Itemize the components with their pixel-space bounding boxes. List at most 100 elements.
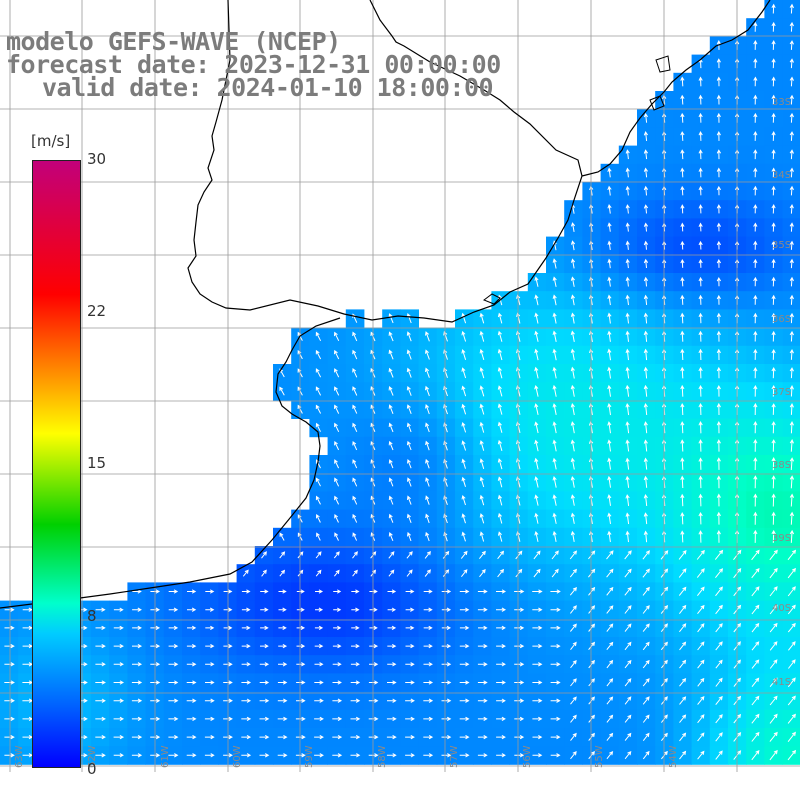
wind-arrow xyxy=(698,94,703,105)
wind-arrow xyxy=(789,294,794,305)
wind-arrow xyxy=(607,530,612,543)
wind-arrow xyxy=(624,714,632,723)
wind-arrow xyxy=(570,659,577,669)
wind-arrow xyxy=(278,643,288,649)
wind-arrow xyxy=(680,348,685,361)
wind-arrow xyxy=(352,422,358,433)
wind-arrow xyxy=(607,240,612,250)
wind-arrow xyxy=(350,753,361,758)
wind-arrow xyxy=(787,586,796,597)
wind-arrow xyxy=(315,404,322,414)
wind-arrow xyxy=(168,698,179,703)
wind-arrow xyxy=(642,568,650,578)
wind-arrow xyxy=(277,734,288,740)
wind-arrow xyxy=(624,678,632,687)
wind-arrow xyxy=(334,386,340,396)
wind-arrow xyxy=(552,421,557,434)
wind-arrow xyxy=(406,331,412,342)
wind-arrow xyxy=(607,330,612,342)
wind-arrow xyxy=(552,494,557,506)
wind-arrow xyxy=(624,732,632,741)
lon-label: 54W xyxy=(668,745,679,768)
wind-arrow xyxy=(643,149,649,160)
wind-arrow xyxy=(405,680,415,685)
wind-arrow xyxy=(698,258,703,268)
wind-arrow xyxy=(351,589,360,594)
wind-arrow xyxy=(334,495,340,505)
wind-arrow xyxy=(461,422,467,433)
wind-arrow xyxy=(514,680,525,685)
wind-arrow xyxy=(479,348,485,361)
wind-arrow xyxy=(607,512,612,524)
wind-arrow xyxy=(642,750,650,760)
wind-arrow xyxy=(698,240,703,250)
wind-arrow xyxy=(642,696,650,705)
wind-arrow xyxy=(497,421,503,433)
wind-arrow xyxy=(643,204,649,214)
wind-arrow xyxy=(425,531,430,542)
wind-arrow xyxy=(771,529,776,543)
wind-arrow xyxy=(716,348,721,361)
wind-arrow xyxy=(315,386,322,396)
wind-arrow xyxy=(789,385,794,397)
wind-arrow xyxy=(588,568,596,578)
wind-arrow xyxy=(204,698,215,703)
wind-arrow xyxy=(334,404,340,414)
wind-arrow xyxy=(405,698,415,703)
wind-arrow xyxy=(168,716,179,722)
wind-arrow xyxy=(459,680,470,685)
wind-arrow xyxy=(223,643,233,649)
wind-arrow xyxy=(278,662,288,667)
wind-arrow xyxy=(497,330,503,342)
wind-arrow xyxy=(715,641,723,651)
wind-arrow xyxy=(496,643,506,649)
wind-arrow xyxy=(534,494,539,506)
wind-arrow xyxy=(351,625,360,631)
wind-arrow xyxy=(552,258,557,269)
wind-arrow xyxy=(769,713,778,724)
wind-arrow xyxy=(751,713,760,724)
wind-arrow xyxy=(771,493,776,507)
wind-arrow xyxy=(350,716,361,722)
wind-arrow xyxy=(698,402,703,416)
wind-arrow xyxy=(570,276,575,287)
wind-arrow xyxy=(95,716,106,722)
wind-arrow xyxy=(643,312,649,324)
wind-arrow xyxy=(425,331,430,342)
wind-arrow xyxy=(715,695,723,706)
wind-arrow xyxy=(570,512,575,524)
wind-arrow xyxy=(479,330,485,342)
wind-arrow xyxy=(715,623,723,633)
wind-arrow xyxy=(769,549,778,561)
wind-arrow xyxy=(789,258,794,269)
wind-arrow xyxy=(405,734,415,740)
wind-arrow xyxy=(716,240,722,250)
wind-arrow xyxy=(698,475,703,489)
wind-arrow xyxy=(698,276,703,287)
wind-arrow xyxy=(479,550,486,560)
wind-arrow xyxy=(680,312,685,324)
wind-arrow xyxy=(534,330,539,342)
lon-label: 62W xyxy=(87,745,98,768)
wind-arrow xyxy=(789,240,794,250)
wind-arrow xyxy=(643,421,648,434)
wind-arrow xyxy=(679,623,687,633)
wind-arrow xyxy=(606,659,614,669)
wind-arrow xyxy=(570,641,577,651)
wind-arrow xyxy=(570,240,576,251)
wind-arrow xyxy=(715,604,723,615)
wind-arrow xyxy=(606,550,614,560)
wind-arrow xyxy=(679,732,687,742)
wind-arrow xyxy=(789,348,794,360)
wind-arrow xyxy=(716,185,722,196)
wind-arrow xyxy=(624,623,632,632)
wind-arrow xyxy=(715,586,723,597)
wind-arrow xyxy=(625,276,630,287)
wind-arrow xyxy=(607,185,612,196)
wind-arrow xyxy=(497,531,503,542)
wind-arrow xyxy=(278,589,287,594)
wind-arrow xyxy=(205,662,215,667)
wind-arrow xyxy=(625,530,630,543)
wind-arrow xyxy=(550,643,561,649)
wind-arrow xyxy=(570,494,575,506)
